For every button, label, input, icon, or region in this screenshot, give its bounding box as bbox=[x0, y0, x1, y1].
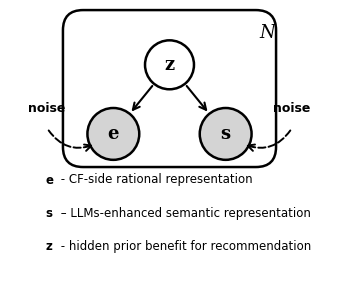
FancyBboxPatch shape bbox=[63, 10, 276, 167]
FancyArrowPatch shape bbox=[49, 130, 92, 151]
Text: e: e bbox=[46, 173, 54, 187]
Circle shape bbox=[145, 40, 194, 89]
Text: z: z bbox=[164, 56, 175, 74]
Text: – LLMs-enhanced semantic representation: – LLMs-enhanced semantic representation bbox=[57, 206, 311, 220]
Circle shape bbox=[200, 108, 252, 160]
Text: - CF-side rational representation: - CF-side rational representation bbox=[57, 173, 253, 187]
Text: noise: noise bbox=[28, 102, 66, 115]
Text: z: z bbox=[46, 240, 53, 253]
Text: - hidden prior benefit for recommendation: - hidden prior benefit for recommendatio… bbox=[57, 240, 312, 253]
Text: s: s bbox=[46, 206, 53, 220]
Text: noise: noise bbox=[273, 102, 311, 115]
Text: N: N bbox=[260, 24, 275, 42]
FancyArrowPatch shape bbox=[247, 130, 290, 151]
Circle shape bbox=[87, 108, 139, 160]
Text: e: e bbox=[107, 125, 119, 143]
Text: s: s bbox=[221, 125, 231, 143]
